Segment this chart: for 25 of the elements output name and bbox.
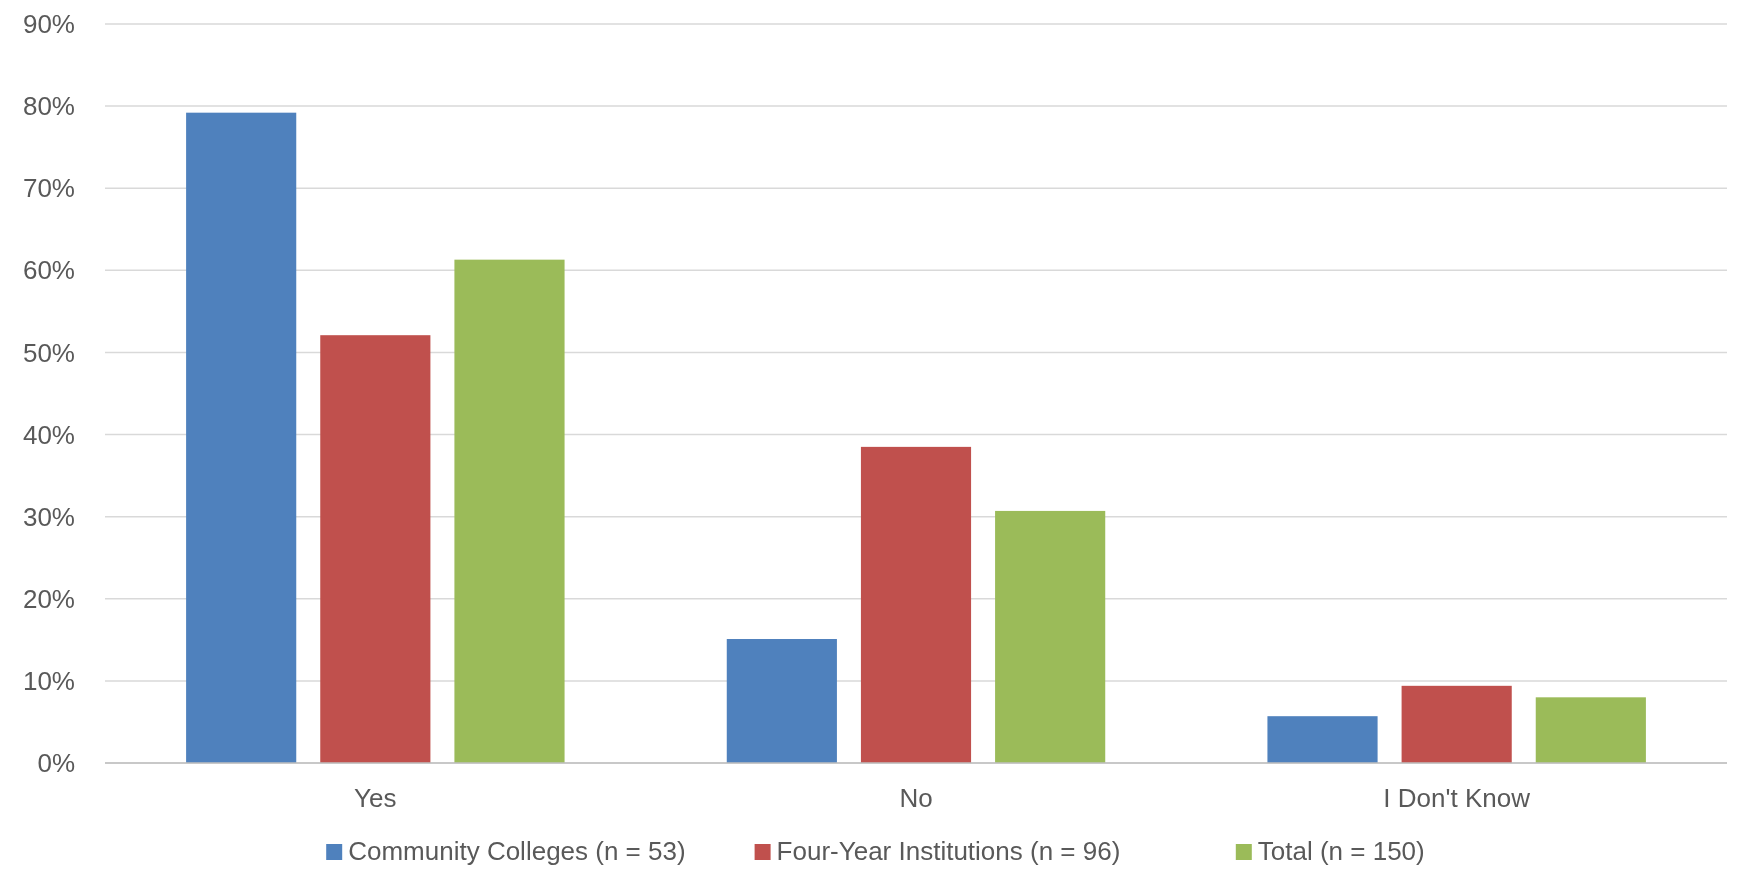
y-tick-label: 50% [22,337,75,368]
bar [454,259,565,763]
bar [1401,685,1512,763]
y-tick-label: 30% [22,501,75,532]
bar [860,446,972,763]
y-tick-label: 10% [22,665,75,696]
x-tick-label: I Don't Know [1383,783,1531,813]
legend-label: Total (n = 150) [1257,836,1425,866]
bar [1535,697,1646,763]
x-tick-label: Yes [354,783,397,813]
x-tick-label: No [899,783,933,813]
y-tick-label: 80% [22,91,75,122]
y-tick-label: 70% [22,173,75,204]
y-tick-label: 20% [22,583,75,614]
bar [186,112,297,763]
bar [1267,716,1378,763]
legend-label: Four-Year Institutions (n = 96) [776,836,1121,866]
bar [320,335,431,763]
bar [726,639,837,763]
legend-label: Community Colleges (n = 53) [348,836,686,866]
bar [995,510,1106,763]
y-tick-label: 90% [22,9,75,40]
y-tick-label: 60% [22,255,75,286]
y-tick-label: 0% [37,748,75,779]
y-tick-label: 40% [22,419,75,450]
